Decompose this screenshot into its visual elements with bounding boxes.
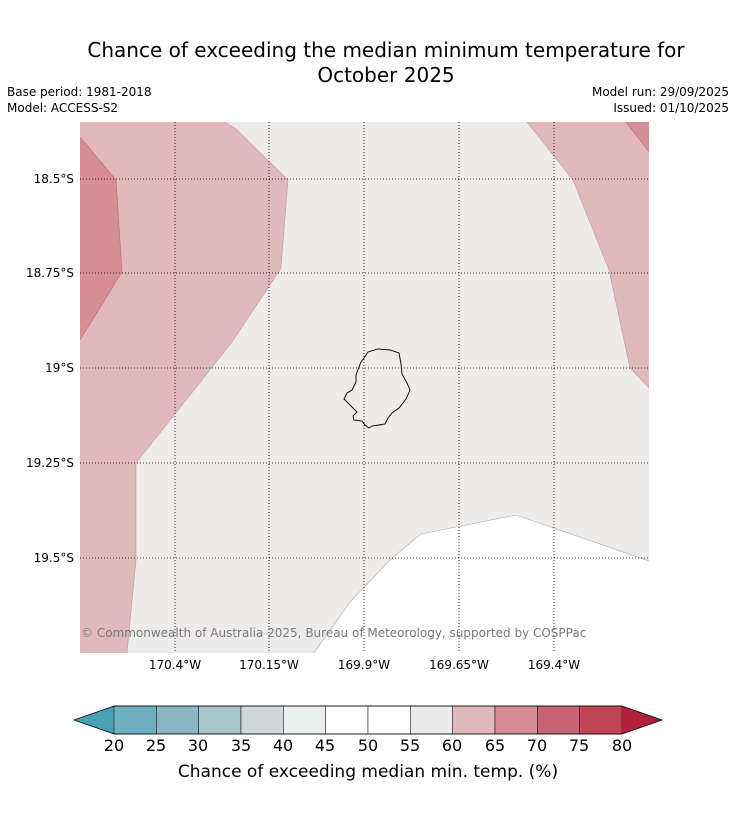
colorbar-segment (537, 705, 580, 735)
tick-label: 75 (568, 736, 590, 755)
contour-line (625, 122, 649, 153)
title-line-1: Chance of exceeding the median minimum t… (87, 38, 685, 62)
lat-label-18-5: 18.5°S (33, 172, 74, 186)
colorbar-segment (283, 705, 326, 735)
colorbar-title: Chance of exceeding median min. temp. (%… (177, 762, 559, 782)
region-60-65-east (527, 122, 649, 388)
chart-title: Chance of exceeding the median minimum t… (0, 38, 736, 88)
tick-label: 40 (272, 736, 294, 755)
contour-line (80, 136, 123, 341)
lon-label-169-9: 169.9°W (337, 658, 391, 672)
colorbar-segment (113, 705, 157, 735)
colorbar-extend-low (74, 706, 114, 734)
colorbar-segment (156, 705, 199, 735)
region-65-70-west (80, 137, 122, 340)
colorbar-segment (367, 705, 411, 735)
contour-line (526, 122, 649, 389)
title-line-2: October 2025 (317, 63, 455, 87)
colorbar-segment (452, 705, 496, 735)
tick-label: 30 (187, 736, 209, 755)
colorbar-segment (410, 705, 453, 735)
contour-line (313, 514, 649, 653)
copyright-notice: © Commonwealth of Australia 2025, Bureau… (81, 626, 587, 640)
colorbar-segment (494, 705, 538, 735)
colorbar-segment (240, 705, 284, 735)
lon-label-170-4: 170.4°W (148, 658, 202, 672)
map-panel (80, 122, 649, 653)
colorbar-outline (72, 705, 664, 735)
lat-label-19-5: 19.5°S (33, 551, 74, 565)
lon-label-170-15: 170.15°W (239, 658, 299, 672)
colorbar-segment (579, 705, 623, 735)
tick-label: 35 (230, 736, 252, 755)
meta-right: Model run: 29/09/2025 Issued: 01/10/2025 (592, 84, 729, 116)
lat-label-19: 19°S (45, 361, 74, 375)
colorbar-extend-high (622, 706, 662, 734)
tick-label: 50 (357, 736, 379, 755)
tick-label: 65 (484, 736, 506, 755)
contour-line (126, 122, 289, 653)
niue-coastline (343, 348, 411, 429)
meta-left: Base period: 1981-2018 Model: ACCESS-S2 (7, 84, 152, 116)
tick-label: 60 (441, 736, 463, 755)
lat-label-18-75: 18.75°S (26, 266, 74, 280)
tick-label: 20 (103, 736, 125, 755)
tick-label: 25 (145, 736, 167, 755)
issued-date: Issued: 01/10/2025 (613, 101, 729, 115)
model-name: Model: ACCESS-S2 (7, 101, 119, 115)
base-period: Base period: 1981-2018 (7, 85, 152, 99)
tick-label: 45 (314, 736, 336, 755)
colorbar-segment (198, 705, 242, 735)
lat-label-19-25: 19.25°S (26, 456, 74, 470)
tick-label: 70 (526, 736, 548, 755)
tick-label: 80 (611, 736, 633, 755)
colorbar-segment (325, 705, 369, 735)
tick-label: 55 (399, 736, 421, 755)
region-60-65-west (80, 122, 288, 653)
model-run: Model run: 29/09/2025 (591, 85, 729, 99)
lon-label-169-4: 169.4°W (527, 658, 581, 672)
lon-label-169-65: 169.65°W (429, 658, 489, 672)
